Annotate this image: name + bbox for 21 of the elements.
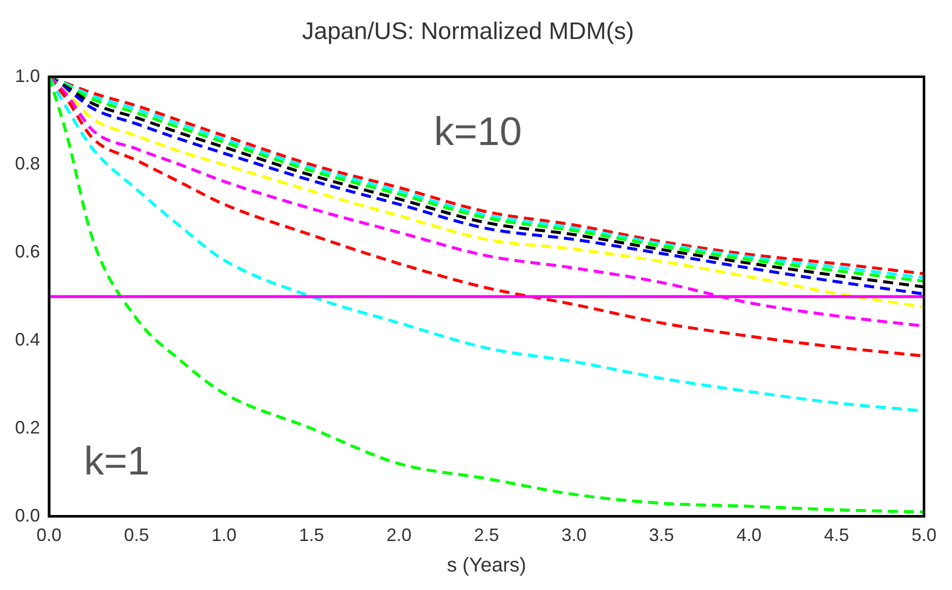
x-tick-label: 5.0: [911, 525, 937, 546]
x-tick-label: 4.5: [824, 525, 850, 546]
x-tick-label: 2.5: [474, 525, 500, 546]
x-tick-label: 0.5: [124, 525, 150, 546]
x-tick-label: 2.0: [386, 525, 412, 546]
x-axis-title: s (Years): [446, 554, 526, 577]
x-tick-label: 1.5: [299, 525, 324, 546]
y-tick-label: 0.4: [14, 330, 40, 350]
y-tick-label: 0.2: [14, 417, 40, 438]
y-tick-label: 0.8: [14, 154, 40, 174]
x-tick-label: 3.5: [648, 525, 674, 546]
x-tick-label: 1.0: [212, 525, 237, 546]
annotation: k=10: [434, 110, 522, 154]
y-tick-label: 1.0: [14, 66, 40, 86]
y-tick-label: 0.0: [14, 505, 40, 526]
x-tick-label: 0.0: [36, 525, 62, 546]
x-tick-label: 4.0: [736, 525, 762, 546]
y-tick-label: 0.6: [14, 242, 40, 262]
annotation: k=1: [84, 440, 150, 484]
x-tick-label: 3.0: [561, 525, 587, 546]
chart-title: Japan/US: Normalized MDM(s): [302, 18, 634, 46]
